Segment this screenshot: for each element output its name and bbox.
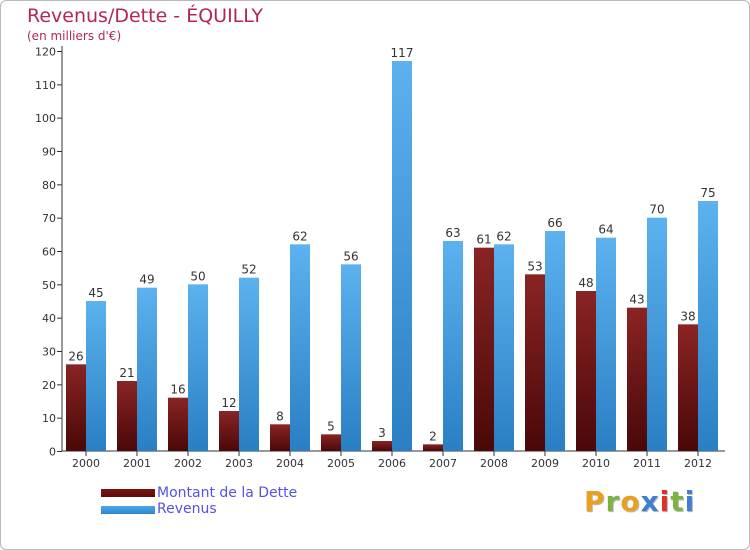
debt-value-label: 43: [629, 293, 644, 307]
debt-value-label: 53: [527, 259, 542, 273]
logo-letter: i: [659, 485, 671, 518]
y-tick-label: 120: [35, 46, 56, 59]
x-tick-label: 2012: [684, 457, 712, 470]
revenue-bar: [86, 301, 106, 451]
debt-bar: [66, 364, 86, 451]
debt-bar: [576, 291, 596, 451]
debt-value-label: 2: [429, 429, 437, 443]
logo-letter: r: [605, 485, 621, 518]
revenue-value-label: 75: [700, 186, 715, 200]
debt-value-label: 3: [378, 426, 386, 440]
revenue-bar: [290, 244, 310, 451]
revenue-value-label: 56: [343, 249, 358, 263]
revenue-bar: [443, 241, 463, 451]
legend-label-debt: Montant de la Dette: [157, 485, 298, 501]
x-tick-label: 2002: [174, 457, 202, 470]
y-tick-label: 110: [35, 79, 56, 92]
x-tick-label: 2000: [72, 457, 100, 470]
x-tick-label: 2006: [378, 457, 406, 470]
y-tick-label: 80: [42, 179, 56, 192]
revenue-bar: [188, 284, 208, 451]
revenue-value-label: 62: [292, 229, 307, 243]
y-tick-label: 60: [42, 246, 56, 259]
y-tick-label: 90: [42, 146, 56, 159]
y-tick-label: 20: [42, 379, 56, 392]
y-tick-label: 70: [42, 212, 56, 225]
x-tick-label: 2005: [327, 457, 355, 470]
revenue-bar: [545, 231, 565, 451]
debt-value-label: 8: [276, 409, 284, 423]
revenue-value-label: 63: [445, 226, 460, 240]
revenue-bar: [392, 61, 412, 451]
revenue-value-label: 70: [649, 203, 664, 217]
debt-value-label: 38: [680, 309, 695, 323]
debt-bar: [321, 434, 341, 451]
legend-swatch-debt: [101, 489, 155, 497]
revenue-bar: [137, 287, 157, 451]
x-tick-label: 2004: [276, 457, 304, 470]
revenue-value-label: 52: [241, 263, 256, 277]
debt-bar: [219, 411, 239, 451]
x-tick-label: 2011: [633, 457, 661, 470]
revenue-bar: [698, 201, 718, 451]
chart-subtitle: (en milliers d'€): [27, 29, 122, 43]
y-tick-label: 50: [42, 279, 56, 292]
revenue-value-label: 64: [598, 223, 613, 237]
x-tick-label: 2010: [582, 457, 610, 470]
debt-value-label: 61: [476, 233, 491, 247]
y-tick-label: 10: [42, 412, 56, 425]
debt-value-label: 21: [119, 366, 134, 380]
debt-bar: [423, 444, 443, 451]
x-tick-label: 2007: [429, 457, 457, 470]
revenue-value-label: 45: [88, 286, 103, 300]
debt-bar: [678, 324, 698, 451]
y-tick-label: 100: [35, 112, 56, 125]
logo-letter: o: [620, 485, 641, 518]
revenue-value-label: 62: [496, 229, 511, 243]
debt-bar: [627, 307, 647, 451]
debt-bar: [117, 381, 137, 451]
debt-value-label: 26: [68, 349, 83, 363]
x-tick-label: 2008: [480, 457, 508, 470]
revenue-bar: [239, 277, 259, 451]
y-tick-label: 0: [49, 446, 56, 459]
logo-letter: P: [584, 485, 606, 518]
revenue-value-label: 49: [139, 273, 154, 287]
debt-value-label: 12: [221, 396, 236, 410]
logo-letter: t: [670, 485, 685, 518]
revenue-bar: [341, 264, 361, 451]
revenue-bar: [494, 244, 514, 451]
debt-value-label: 48: [578, 276, 593, 290]
revenue-value-label: 50: [190, 269, 205, 283]
debt-bar: [270, 424, 290, 451]
x-tick-label: 2009: [531, 457, 559, 470]
logo-letter: x: [640, 485, 660, 518]
x-tick-label: 2003: [225, 457, 253, 470]
debt-bar: [372, 441, 392, 451]
legend-swatch-revenue: [101, 506, 155, 514]
revenue-value-label: 117: [391, 46, 414, 60]
y-tick-label: 30: [42, 346, 56, 359]
debt-bar: [168, 397, 188, 451]
revenue-value-label: 66: [547, 216, 562, 230]
debt-bar: [525, 274, 545, 451]
logo-letter: i: [684, 485, 696, 518]
proxiti-logo: Proxiti: [584, 485, 695, 518]
debt-value-label: 5: [327, 419, 335, 433]
revenue-bar: [647, 217, 667, 451]
debt-bar: [474, 247, 494, 451]
legend-label-revenue: Revenus: [157, 501, 217, 517]
y-tick-label: 40: [42, 312, 56, 325]
x-tick-label: 2001: [123, 457, 151, 470]
debt-value-label: 16: [170, 383, 185, 397]
chart-title: Revenus/Dette - ÉQUILLY: [27, 5, 263, 27]
revenue-bar: [596, 237, 616, 451]
